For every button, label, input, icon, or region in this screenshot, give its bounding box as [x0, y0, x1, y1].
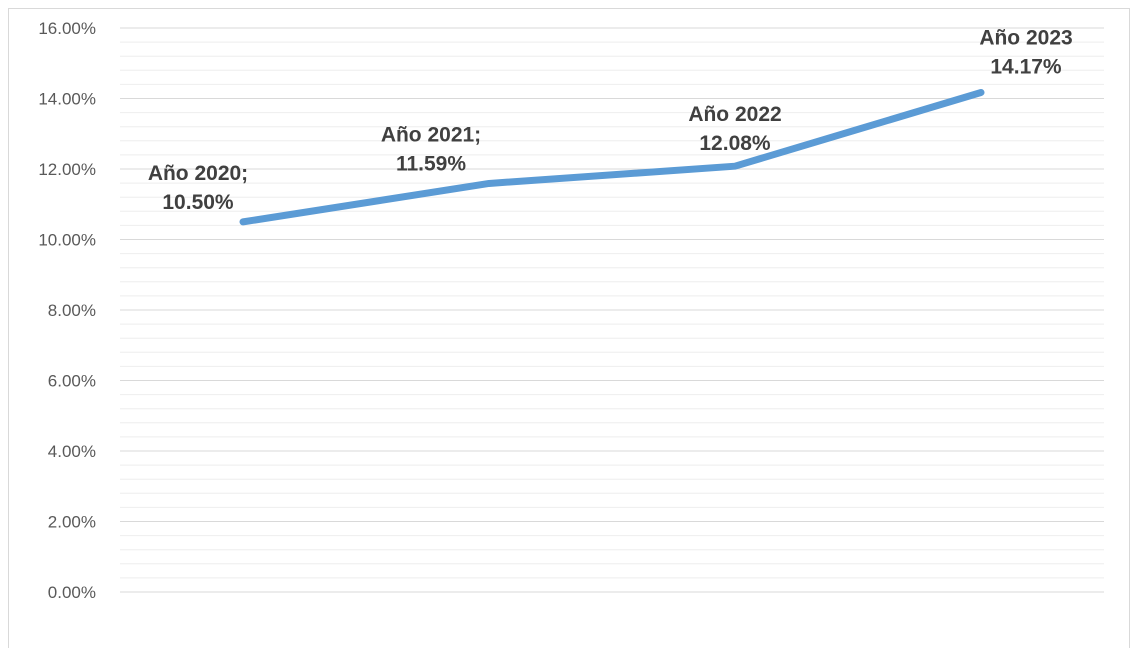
y-tick-label: 0.00% [48, 583, 96, 602]
data-label-value: 12.08% [699, 132, 771, 155]
chart-frame [8, 8, 1130, 648]
data-label-value: 11.59% [396, 152, 466, 175]
data-labels: Año 2020; 10.50% Año 2021; 11.59% Año 2022 12… [148, 27, 1073, 214]
series-line [239, 89, 985, 226]
y-tick-label: 2.00% [48, 513, 96, 532]
y-tick-label: 16.00% [38, 19, 96, 38]
y-tick-label: 6.00% [48, 372, 96, 391]
data-label: Año 2021; 11.59% [381, 123, 481, 175]
y-tick-label: 4.00% [48, 442, 96, 461]
series-line-group [239, 89, 985, 226]
minor-gridlines [120, 41, 1104, 579]
line-chart: 0.00% 2.00% 4.00% 6.00% 8.00% 10.00% 12.00% 14.… [38, 19, 1104, 602]
data-label-category: Año 2021; [381, 123, 481, 146]
y-axis-tick-labels: 0.00% 2.00% 4.00% 6.00% 8.00% 10.00% 12.00% 14.… [38, 19, 96, 602]
major-gridlines [120, 27, 1104, 593]
y-tick-label: 8.00% [48, 301, 96, 320]
y-tick-label: 10.00% [38, 231, 96, 250]
y-tick-label: 12.00% [38, 160, 96, 179]
data-label-category: Año 2023 [979, 27, 1072, 50]
data-label-value: 14.17% [990, 56, 1062, 79]
data-label-category: Año 2020; [148, 162, 248, 185]
data-label: Año 2022 12.08% [688, 103, 781, 155]
data-label-value: 10.50% [162, 191, 234, 214]
data-label-category: Año 2022 [688, 103, 781, 126]
y-tick-label: 14.00% [38, 90, 96, 109]
data-label: Año 2020; 10.50% [148, 162, 248, 214]
data-label: Año 2023 14.17% [979, 27, 1072, 79]
